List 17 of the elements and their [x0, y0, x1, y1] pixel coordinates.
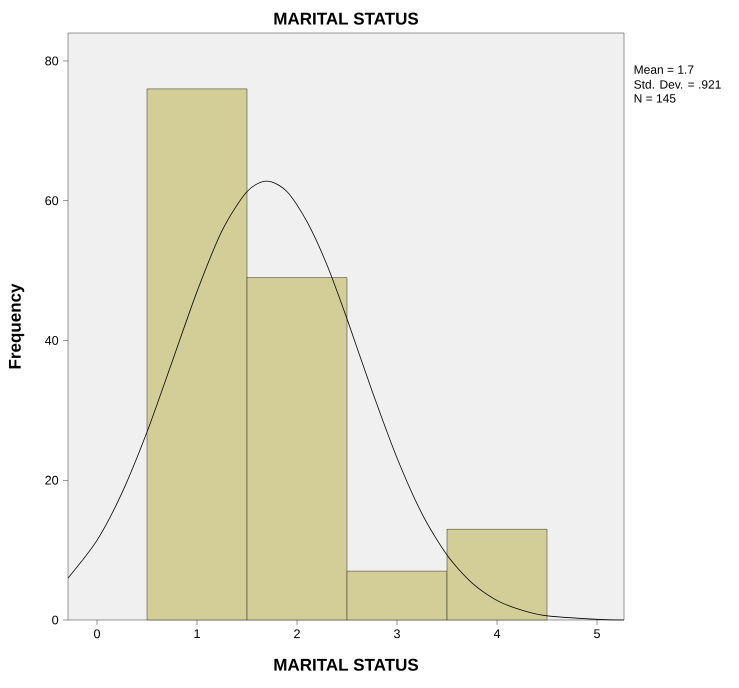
- y-axis-title: Frequency: [8, 284, 24, 368]
- text: N = 145: [634, 94, 676, 103]
- y-tick-label: 0: [52, 616, 58, 624]
- y-tick-label: 80: [45, 56, 58, 66]
- text: Mean = 1.7: [634, 65, 694, 74]
- y-tick-label: 60: [45, 196, 58, 206]
- x-tick-label: 1: [194, 629, 200, 638]
- x-tick-label: 2: [294, 629, 300, 638]
- y-tick-label: 40: [45, 336, 58, 345]
- chart-title: MARITAL STATUS: [274, 12, 418, 25]
- text: Std. Dev. = .921: [634, 80, 721, 89]
- x-tick-label: 3: [394, 629, 400, 638]
- x-tick-label: 0: [94, 629, 100, 638]
- y-tick-label: 20: [45, 476, 58, 485]
- x-tick-label: 4: [494, 629, 500, 638]
- x-tick-label: 5: [594, 629, 600, 638]
- x-axis-title: MARITAL STATUS: [274, 658, 418, 671]
